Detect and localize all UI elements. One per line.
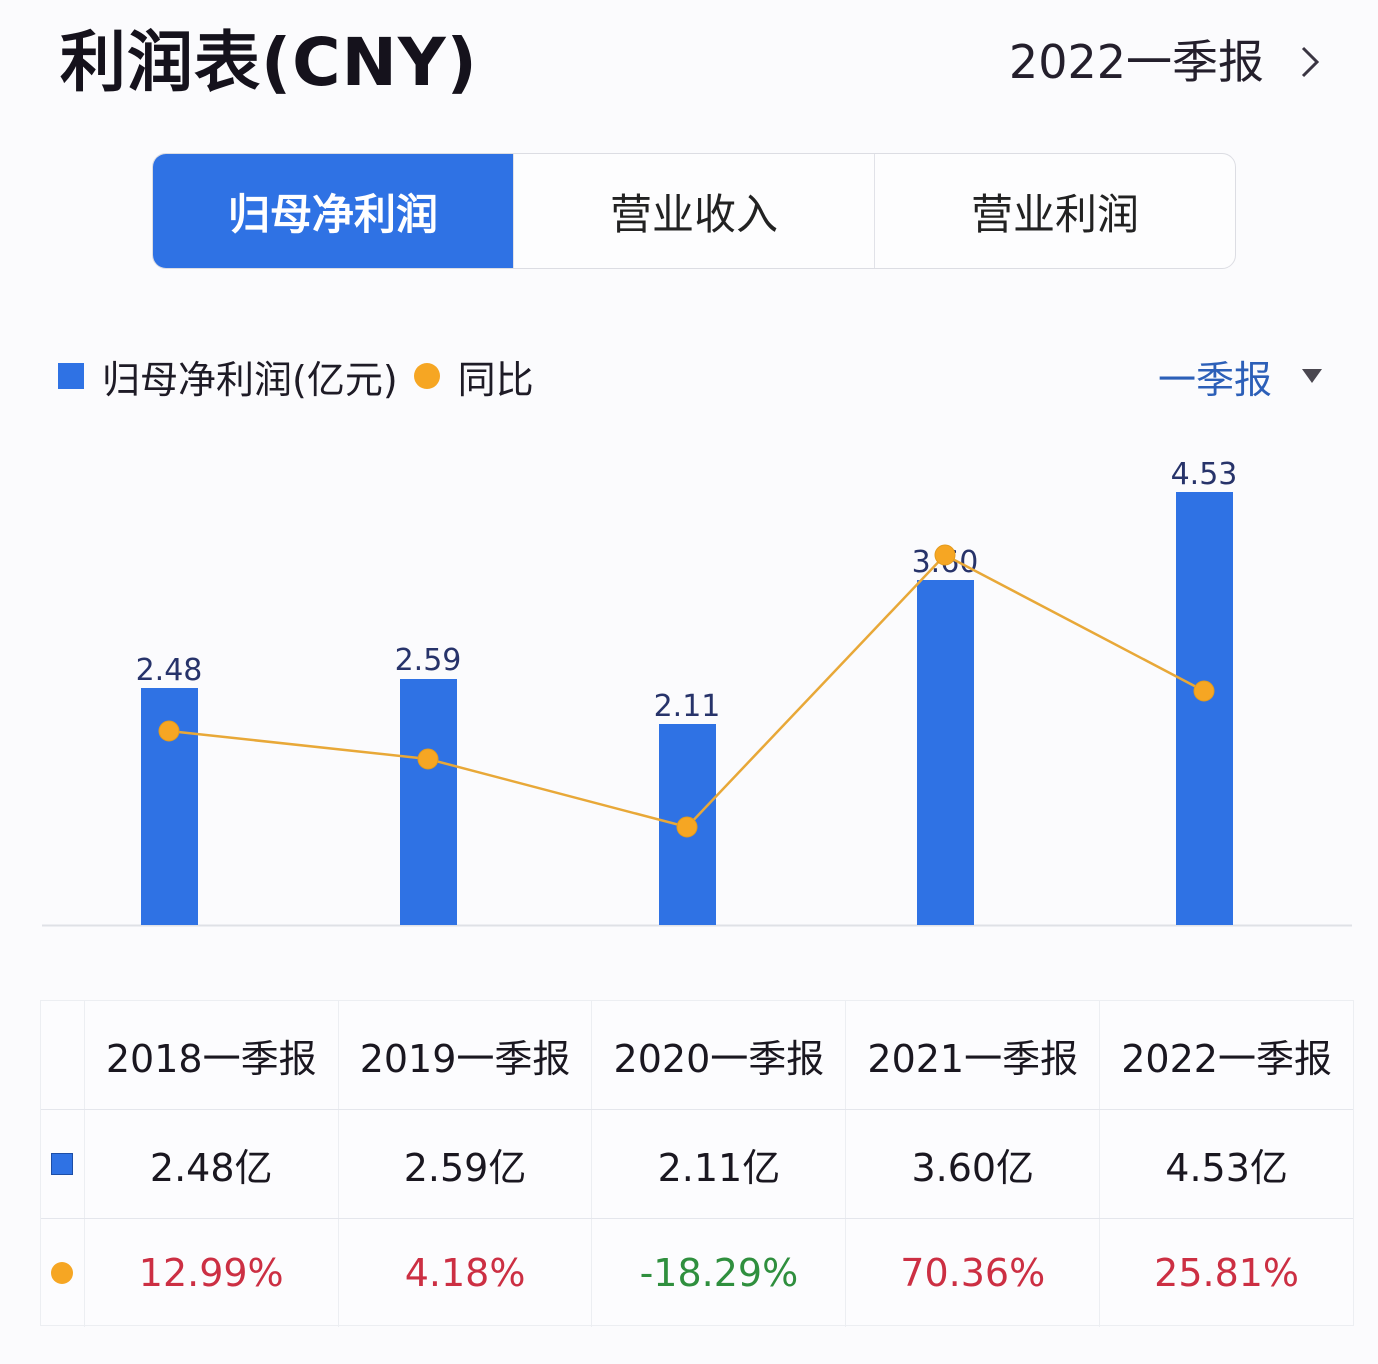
bar-value-labels: 2.48 2.59 2.11 3.60 4.53 (136, 457, 1238, 724)
yoy-points (158, 544, 1215, 838)
profit-cell: 4.53亿 (1099, 1110, 1353, 1218)
profit-cell: 2.11亿 (591, 1110, 845, 1218)
yoy-cell: 25.81% (1099, 1219, 1353, 1327)
data-table: 2018一季报 2019一季报 2020一季报 2021一季报 2022一季报 … (40, 1000, 1354, 1327)
tab-revenue[interactable]: 营业收入 (514, 154, 875, 268)
yoy-cell: 12.99% (83, 1219, 338, 1327)
legend-bar-label: 归母净利润(亿元) (102, 357, 398, 402)
column-header: 2018一季报 (83, 1001, 338, 1109)
bar-label-2022: 4.53 (1171, 457, 1238, 492)
yoy-point-2018[interactable] (158, 720, 180, 742)
tab-operating-profit[interactable]: 营业利润 (970, 189, 1139, 239)
bars (141, 492, 1233, 925)
page-title: 利润表(CNY) (60, 24, 478, 101)
dropdown-selected: 一季报 (1157, 357, 1272, 402)
yoy-point-2019[interactable] (417, 748, 439, 770)
period-label: 2022一季报 (1008, 35, 1264, 89)
caret-down-icon (1302, 369, 1322, 383)
column-header: 2021一季报 (845, 1001, 1099, 1109)
bar-series-square-icon (51, 1153, 74, 1175)
table-header-row: 2018一季报 2019一季报 2020一季报 2021一季报 2022一季报 (41, 1001, 1353, 1110)
column-header: 2022一季报 (1099, 1001, 1353, 1109)
yoy-cell: 4.18% (337, 1219, 592, 1327)
row-marker-cell (41, 1219, 84, 1327)
profit-cell: 2.48亿 (83, 1110, 338, 1218)
table-row-profit: 2.48亿 2.59亿 2.11亿 3.60亿 4.53亿 (41, 1110, 1353, 1219)
bar-label-2019: 2.59 (395, 643, 462, 678)
profit-cell: 2.59亿 (337, 1110, 592, 1218)
column-header: 2020一季报 (591, 1001, 845, 1109)
yoy-cell: 70.36% (845, 1219, 1099, 1327)
metric-tabs: 归母净利润 营业收入 营业利润 (152, 153, 1236, 269)
yoy-point-2020[interactable] (676, 816, 698, 838)
bar-label-2020: 2.11 (654, 689, 721, 724)
chart-legend: 归母净利润(亿元) 同比 (58, 348, 534, 404)
profit-cell: 3.60亿 (845, 1110, 1099, 1218)
tab-net-profit[interactable]: 归母净利润 (153, 154, 514, 268)
header-corner-cell (41, 1001, 84, 1109)
yoy-point-2021[interactable] (934, 544, 956, 566)
column-header: 2019一季报 (337, 1001, 592, 1109)
legend-line-label: 同比 (457, 357, 534, 402)
bar-2021[interactable] (917, 580, 974, 925)
period-selector-link[interactable]: 2022一季报 (1009, 30, 1330, 94)
report-type-dropdown[interactable]: 一季报 (1158, 348, 1322, 404)
bar-2022[interactable] (1176, 492, 1233, 925)
profit-chart: 2.48 2.59 2.11 3.60 4.53 (42, 457, 1352, 927)
line-legend-dot-icon (413, 363, 440, 389)
line-series-dot-icon (51, 1262, 74, 1284)
chevron-right-icon (1290, 30, 1330, 94)
yoy-point-2022[interactable] (1193, 680, 1215, 702)
bar-label-2018: 2.48 (136, 653, 203, 688)
bar-legend-square-icon (58, 363, 84, 389)
table-row-yoy: 12.99% 4.18% -18.29% 70.36% 25.81% (41, 1219, 1353, 1327)
yoy-cell: -18.29% (591, 1219, 845, 1327)
bar-2019[interactable] (400, 679, 457, 925)
row-marker-cell (41, 1110, 84, 1218)
